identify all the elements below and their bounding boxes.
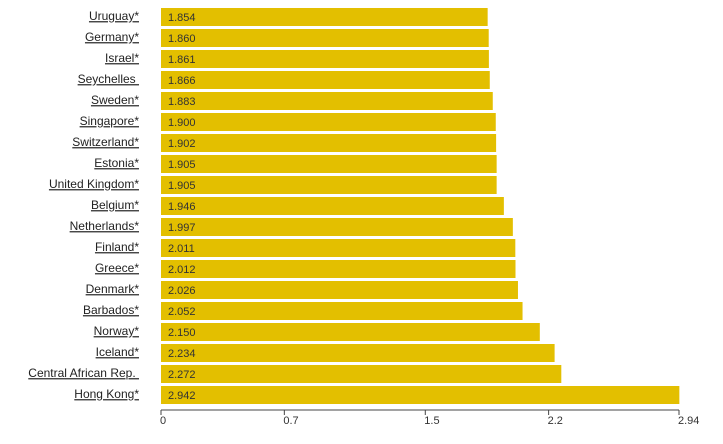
category-link[interactable]: Switzerland* xyxy=(72,135,139,149)
category-link[interactable]: Germany* xyxy=(85,30,139,44)
value-label: 1.902 xyxy=(168,138,196,150)
bar xyxy=(161,239,516,257)
bar xyxy=(161,281,518,299)
bar xyxy=(161,176,497,194)
value-label: 1.883 xyxy=(168,96,196,108)
bar xyxy=(161,260,516,278)
bar xyxy=(161,113,496,131)
category-link[interactable]: Iceland* xyxy=(96,345,140,359)
bar xyxy=(161,71,490,89)
category-link[interactable]: Norway* xyxy=(94,324,140,338)
bar xyxy=(161,365,562,383)
category-link[interactable]: Belgium* xyxy=(91,198,139,212)
value-label: 2.150 xyxy=(168,327,196,339)
bar xyxy=(161,302,523,320)
bar xyxy=(161,155,497,173)
bar xyxy=(161,323,540,341)
x-tick-label: 2.2 xyxy=(548,415,563,427)
value-label: 1.860 xyxy=(168,33,196,45)
category-link[interactable]: United Kingdom* xyxy=(49,177,139,191)
category-link[interactable]: Israel* xyxy=(105,51,139,65)
value-label: 1.900 xyxy=(168,117,196,129)
category-link[interactable]: Seychelles xyxy=(78,72,139,86)
bar xyxy=(161,50,489,68)
value-label: 1.866 xyxy=(168,75,196,87)
value-label: 1.905 xyxy=(168,180,196,192)
value-label: 1.861 xyxy=(168,54,196,66)
bar xyxy=(161,386,680,404)
bar xyxy=(161,8,488,26)
value-label: 2.011 xyxy=(168,243,195,255)
category-link[interactable]: Sweden* xyxy=(91,93,139,107)
category-link[interactable]: Hong Kong* xyxy=(74,387,139,401)
bar xyxy=(161,134,497,152)
value-label: 2.026 xyxy=(168,285,196,297)
value-label: 2.234 xyxy=(168,348,196,360)
category-link[interactable]: Netherlands* xyxy=(70,219,140,233)
bar xyxy=(161,92,493,110)
value-label: 2.052 xyxy=(168,306,196,318)
x-tick-label: 1.5 xyxy=(424,415,439,427)
category-link[interactable]: Barbados* xyxy=(83,303,139,317)
category-link[interactable]: Greece* xyxy=(95,261,139,275)
x-tick-label: 0 xyxy=(160,415,166,427)
x-tick-label: 0.7 xyxy=(283,415,298,427)
category-link[interactable]: Denmark* xyxy=(86,282,140,296)
value-label: 1.997 xyxy=(168,222,196,234)
category-link[interactable]: Singapore* xyxy=(80,114,140,128)
value-label: 1.905 xyxy=(168,159,196,171)
x-tick-label: 2.94 xyxy=(678,415,699,427)
value-label: 1.854 xyxy=(168,12,196,24)
bar xyxy=(161,218,513,236)
value-label: 2.272 xyxy=(168,369,196,381)
bar xyxy=(161,29,489,47)
category-link[interactable]: Finland* xyxy=(95,240,139,254)
bar xyxy=(161,344,555,362)
value-label: 1.946 xyxy=(168,201,196,213)
category-link[interactable]: Central African Rep. xyxy=(28,366,139,380)
value-label: 2.942 xyxy=(168,390,196,402)
value-label: 2.012 xyxy=(168,264,196,276)
category-link[interactable]: Estonia* xyxy=(94,156,139,170)
category-link[interactable]: Uruguay* xyxy=(89,9,139,23)
bar xyxy=(161,197,504,215)
